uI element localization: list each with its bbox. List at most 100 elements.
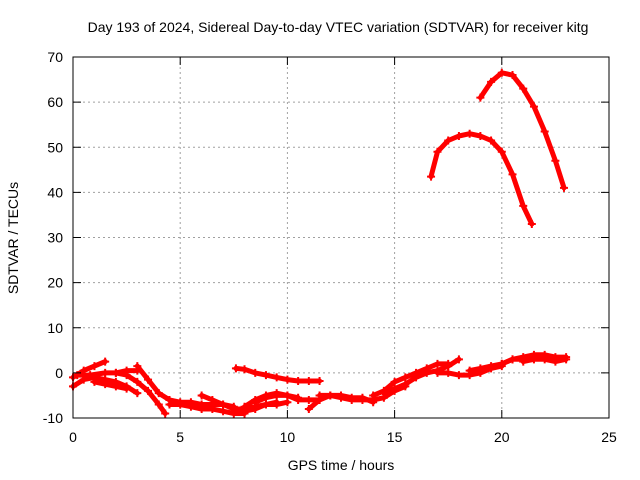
data-point [559,183,568,192]
data-point [454,355,463,364]
data-point [283,375,292,384]
data-point [508,71,517,80]
data-point [101,368,110,377]
axis-ticks [72,56,610,419]
data-point [390,384,399,393]
data-point [497,147,506,156]
data-point [379,389,388,398]
x-tick-label: 25 [601,429,617,445]
data-point [412,373,421,382]
data-point [551,156,560,165]
data-point [454,371,463,380]
y-tick-label: 10 [47,320,63,336]
data-point [294,393,303,402]
data-point [283,391,292,400]
data-point [111,382,120,391]
data-point [261,371,270,380]
data-point [101,380,110,389]
data-point [527,219,536,228]
data-point [369,391,378,400]
data-point [390,377,399,386]
data-point [133,377,142,386]
data-point [529,355,538,364]
series-arc-6 [91,379,130,392]
data-point [231,364,240,373]
data-series [69,68,571,418]
data-point [519,84,528,93]
data-point [219,400,228,409]
data-point [444,368,453,377]
data-point [508,170,517,179]
data-point [111,368,120,377]
data-point [251,368,260,377]
data-point [261,393,270,402]
data-point [90,362,99,371]
x-tick-label: 10 [280,429,296,445]
data-point [487,362,496,371]
data-point [519,201,528,210]
x-axis-title: GPS time / hours [288,457,395,473]
data-point [315,391,324,400]
data-point [154,400,163,409]
y-tick-label: -10 [43,410,63,426]
data-point [347,395,356,404]
data-point [433,359,442,368]
data-point [337,393,345,402]
data-point [315,376,324,385]
data-point [133,362,142,371]
data-point [251,404,260,413]
data-point [261,400,270,409]
y-tick-label: 60 [47,94,63,110]
data-point [519,357,528,366]
data-point [161,409,170,418]
x-tick-label: 0 [69,429,77,445]
series-arc-5 [134,363,172,403]
data-point [154,389,163,398]
y-tick-label: 0 [55,365,63,381]
data-point [487,77,496,86]
data-point [144,386,153,395]
data-point [219,407,228,416]
data-point [433,147,442,156]
data-point [551,357,560,366]
data-point [144,375,153,384]
data-point [90,377,99,386]
data-point [358,395,367,404]
data-point [465,129,474,138]
data-point [283,398,292,407]
data-point [529,102,538,111]
data-point [401,380,410,389]
data-point [476,131,485,140]
data-point [433,368,442,377]
data-point [401,373,410,382]
data-point [229,407,238,416]
data-point [86,371,95,380]
data-point [304,404,313,413]
data-point [122,384,131,393]
data-point [487,136,496,145]
y-tick-label: 40 [47,184,63,200]
data-point [476,93,485,102]
data-point [427,172,436,181]
y-tick-label: 30 [47,230,63,246]
data-point [197,400,206,409]
data-point [197,391,206,400]
data-point [165,395,174,404]
data-point [465,366,474,375]
data-point [133,389,142,398]
x-tick-label: 15 [387,429,403,445]
tick-labels: 0 5 10 15 20 25 -10 0 10 20 30 40 50 60 70 [43,49,617,445]
y-tick-label: 20 [47,275,63,291]
data-point [101,357,110,366]
data-point [497,359,506,368]
x-tick-label: 5 [176,429,184,445]
data-point [540,127,549,136]
data-point [454,131,463,140]
data-point [186,398,195,407]
data-point [540,355,549,364]
data-point [304,376,313,385]
data-point [497,68,506,77]
data-point [326,391,335,400]
